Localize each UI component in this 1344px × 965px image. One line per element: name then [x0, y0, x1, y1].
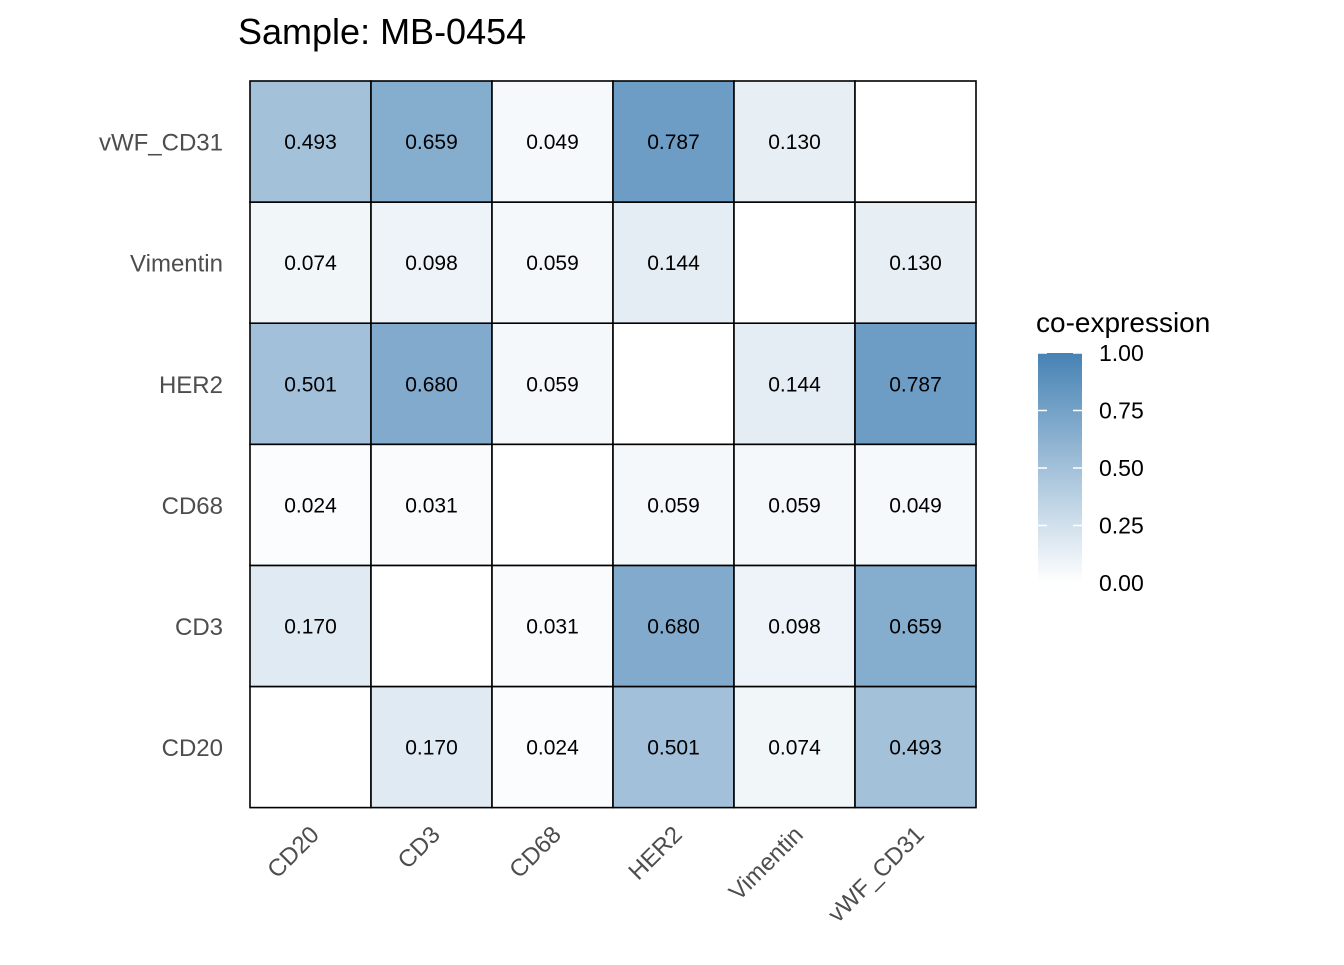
- cell-value-label: 0.098: [405, 252, 458, 275]
- cell-value-label: 0.024: [284, 494, 337, 517]
- heatmap-cell-CD68-HER2: [612, 443, 735, 567]
- heatmap-cell-CD20-CD3: [370, 685, 493, 809]
- cell-value-label: 0.144: [647, 252, 700, 275]
- legend: co-expression 1.00 0.75 0.50 0.25 0.00: [1036, 307, 1210, 596]
- heatmap-cell-CD20-vWF_CD31: [854, 685, 977, 809]
- heatmap-cell-Vimentin-Vimentin: [733, 201, 856, 325]
- cell-value-label: 0.787: [889, 373, 942, 396]
- cell-value-label: 0.501: [647, 737, 700, 760]
- cell-value-label: 0.024: [526, 737, 579, 760]
- heatmap-cell-HER2-HER2: [612, 322, 735, 446]
- heatmap-cell-vWF_CD31-CD68: [491, 80, 614, 203]
- legend-ticks: 1.00 0.75 0.50 0.25 0.00: [1038, 340, 1144, 596]
- x-axis-label: CD20: [262, 821, 324, 883]
- heatmap-cell-CD20-Vimentin: [733, 685, 856, 809]
- heatmap-cell-CD3-Vimentin: [733, 564, 856, 688]
- cell-value-label: 0.049: [526, 131, 579, 154]
- heatmap-cell-HER2-CD3: [370, 322, 493, 446]
- y-axis-label: CD3: [175, 614, 223, 641]
- cell-value-label: 0.098: [768, 615, 821, 638]
- cell-value-label: 0.130: [889, 252, 942, 275]
- cell-value-label: 0.130: [768, 131, 821, 154]
- cell-value-label: 0.659: [889, 615, 942, 638]
- y-axis-label: CD68: [162, 493, 223, 520]
- heatmap-cell-CD3-CD3: [370, 564, 493, 688]
- cell-value-label: 0.170: [405, 737, 458, 760]
- legend-tick-label: 0.75: [1099, 398, 1144, 424]
- legend-tick-label: 0.00: [1099, 570, 1144, 596]
- legend-tick-label: 0.50: [1099, 455, 1144, 481]
- heatmap-cell-Vimentin-vWF_CD31: [854, 201, 977, 325]
- heatmap-cell-labels: 0.170 0.024 0.501 0.074 0.493 0.170 0.031 0.680…: [284, 131, 942, 760]
- cell-value-label: 0.059: [526, 373, 579, 396]
- x-axis-label: CD68: [504, 821, 566, 883]
- y-axis-labels: CD20 CD3 CD68 HER2 Vimentin vWF_CD31: [99, 130, 223, 762]
- heatmap-cell-CD20-CD20: [249, 685, 372, 809]
- heatmap-cell-Vimentin-CD20: [249, 201, 372, 325]
- cell-value-label: 0.501: [284, 373, 337, 396]
- cell-value-label: 0.049: [889, 494, 942, 517]
- cell-value-label: 0.031: [526, 615, 579, 638]
- cell-value-label: 0.659: [405, 131, 458, 154]
- x-axis-label: HER2: [623, 821, 687, 885]
- cell-value-label: 0.059: [526, 252, 579, 275]
- x-axis-label: vWF_CD31: [823, 821, 930, 928]
- heatmap-cell-vWF_CD31-CD3: [370, 80, 493, 203]
- cell-value-label: 0.074: [284, 252, 337, 275]
- cell-value-label: 0.170: [284, 615, 337, 638]
- cell-value-label: 0.787: [647, 131, 700, 154]
- chart-title: Sample: MB-0454: [238, 11, 526, 52]
- heatmap-cell-Vimentin-CD68: [491, 201, 614, 325]
- heatmap-cell-HER2-Vimentin: [733, 322, 856, 446]
- heatmap-cell-CD20-CD68: [491, 685, 614, 809]
- cell-value-label: 0.144: [768, 373, 821, 396]
- heatmap-cell-CD3-CD20: [249, 564, 372, 688]
- cell-value-label: 0.493: [889, 737, 942, 760]
- heatmap-cell-HER2-CD68: [491, 322, 614, 446]
- y-axis-label: CD20: [162, 735, 223, 762]
- cell-value-label: 0.059: [647, 494, 700, 517]
- cell-value-label: 0.074: [768, 737, 821, 760]
- cell-value-label: 0.680: [647, 615, 700, 638]
- cell-value-label: 0.031: [405, 494, 458, 517]
- legend-title: co-expression: [1036, 307, 1210, 338]
- cell-value-label: 0.680: [405, 373, 458, 396]
- legend-tick-label: 1.00: [1099, 340, 1144, 366]
- heatmap-cell-vWF_CD31-vWF_CD31: [854, 80, 977, 203]
- heatmap-cell-CD68-CD68: [491, 443, 614, 567]
- y-axis-label: Vimentin: [130, 251, 223, 278]
- heatmap-cell-CD68-vWF_CD31: [854, 443, 977, 567]
- x-axis-labels: CD20 CD3 CD68 HER2 Vimentin vWF_CD31: [262, 821, 929, 928]
- y-axis-label: vWF_CD31: [99, 130, 223, 157]
- heatmap-cell-HER2-vWF_CD31: [854, 322, 977, 446]
- legend-tick-label: 0.25: [1099, 513, 1144, 539]
- heatmap-cell-HER2-CD20: [249, 322, 372, 446]
- y-axis-label: HER2: [159, 372, 223, 399]
- x-axis-label: CD3: [393, 821, 446, 874]
- heatmap-cells: [249, 80, 977, 809]
- heatmap-cell-CD3-HER2: [612, 564, 735, 688]
- heatmap-cell-CD3-vWF_CD31: [854, 564, 977, 688]
- heatmap-cell-CD3-CD68: [491, 564, 614, 688]
- heatmap-cell-CD68-CD3: [370, 443, 493, 567]
- heatmap-cell-vWF_CD31-HER2: [612, 80, 735, 203]
- cell-value-label: 0.059: [768, 494, 821, 517]
- x-axis-label: Vimentin: [724, 821, 809, 906]
- cell-value-label: 0.493: [284, 131, 337, 154]
